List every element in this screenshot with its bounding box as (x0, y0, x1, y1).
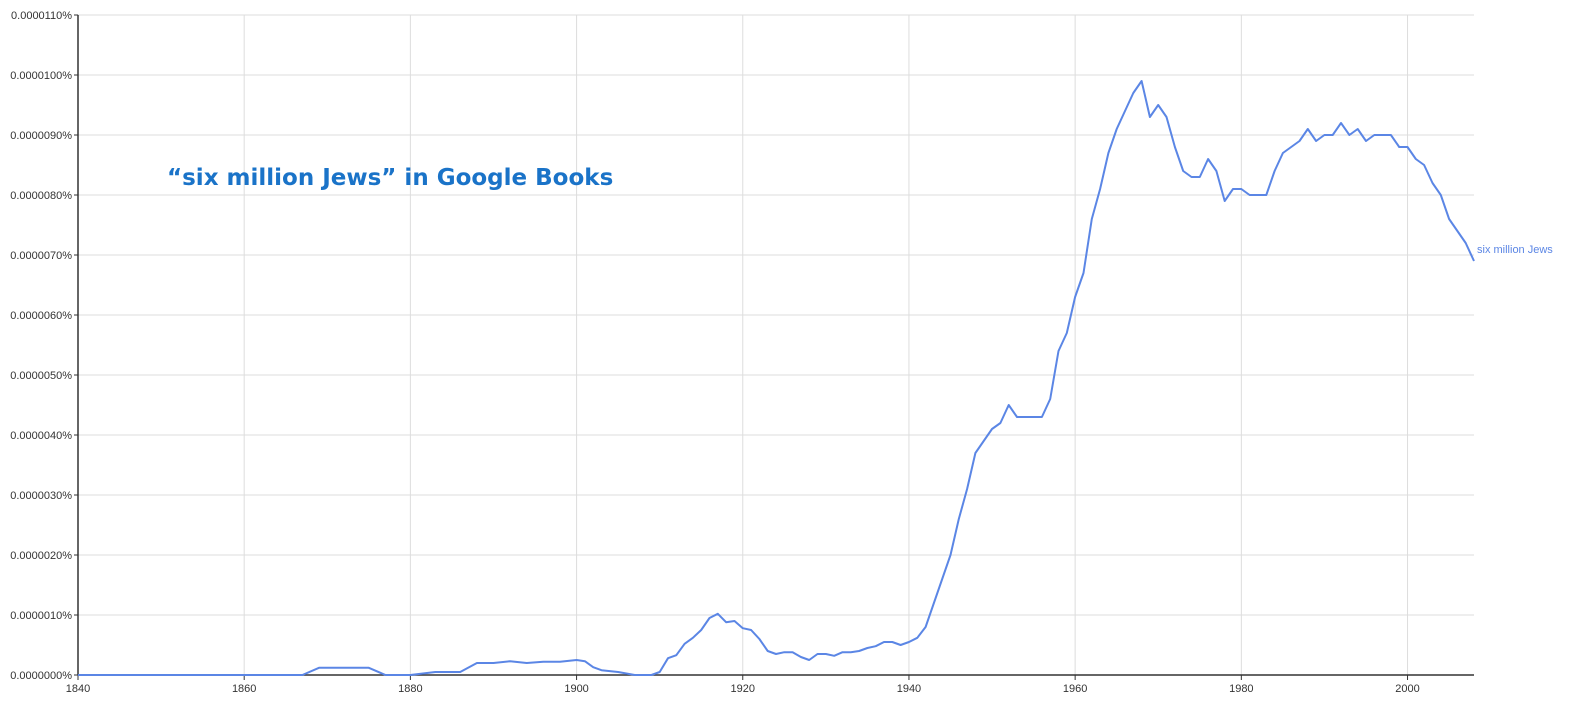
x-tick-label: 1880 (398, 683, 422, 695)
x-axis-tick-labels: 1840 1860 1880 1900 1920 1940 1960 1980 2000 (66, 683, 1420, 695)
y-axis-tick-labels: 0.0000000% 0.0000010% 0.0000020% 0.0000030%… (10, 10, 72, 682)
series-line (78, 80, 1475, 676)
chart-title: “six million Jews” in Google Books (167, 165, 613, 191)
x-tick-label: 1840 (66, 683, 90, 695)
grid-lines (78, 14, 1474, 675)
y-tick-label: 0.0000030% (10, 490, 72, 502)
y-tick-label: 0.0000010% (10, 610, 72, 622)
y-tick-label: 0.0000090% (10, 130, 72, 142)
axes (74, 14, 1474, 680)
y-tick-label: 0.0000110% (11, 10, 72, 22)
y-tick-label: 0.0000100% (10, 70, 72, 82)
x-tick-label: 1960 (1063, 683, 1087, 695)
x-tick-label: 1900 (564, 683, 588, 695)
y-tick-label: 0.0000000% (10, 670, 72, 682)
x-tick-label: 1860 (232, 683, 256, 695)
y-tick-label: 0.0000020% (10, 550, 72, 562)
y-tick-label: 0.0000080% (10, 190, 72, 202)
y-tick-label: 0.0000040% (10, 430, 72, 442)
y-tick-label: 0.0000050% (10, 370, 72, 382)
series-lines: six million Jews (78, 80, 1553, 676)
y-tick-label: 0.0000070% (10, 250, 72, 262)
x-tick-label: 1920 (731, 683, 755, 695)
x-tick-label: 1940 (897, 683, 921, 695)
series-end-label: six million Jews (1477, 244, 1553, 256)
x-tick-label: 2000 (1395, 683, 1419, 695)
y-tick-label: 0.0000060% (10, 310, 72, 322)
x-tick-label: 1980 (1229, 683, 1253, 695)
